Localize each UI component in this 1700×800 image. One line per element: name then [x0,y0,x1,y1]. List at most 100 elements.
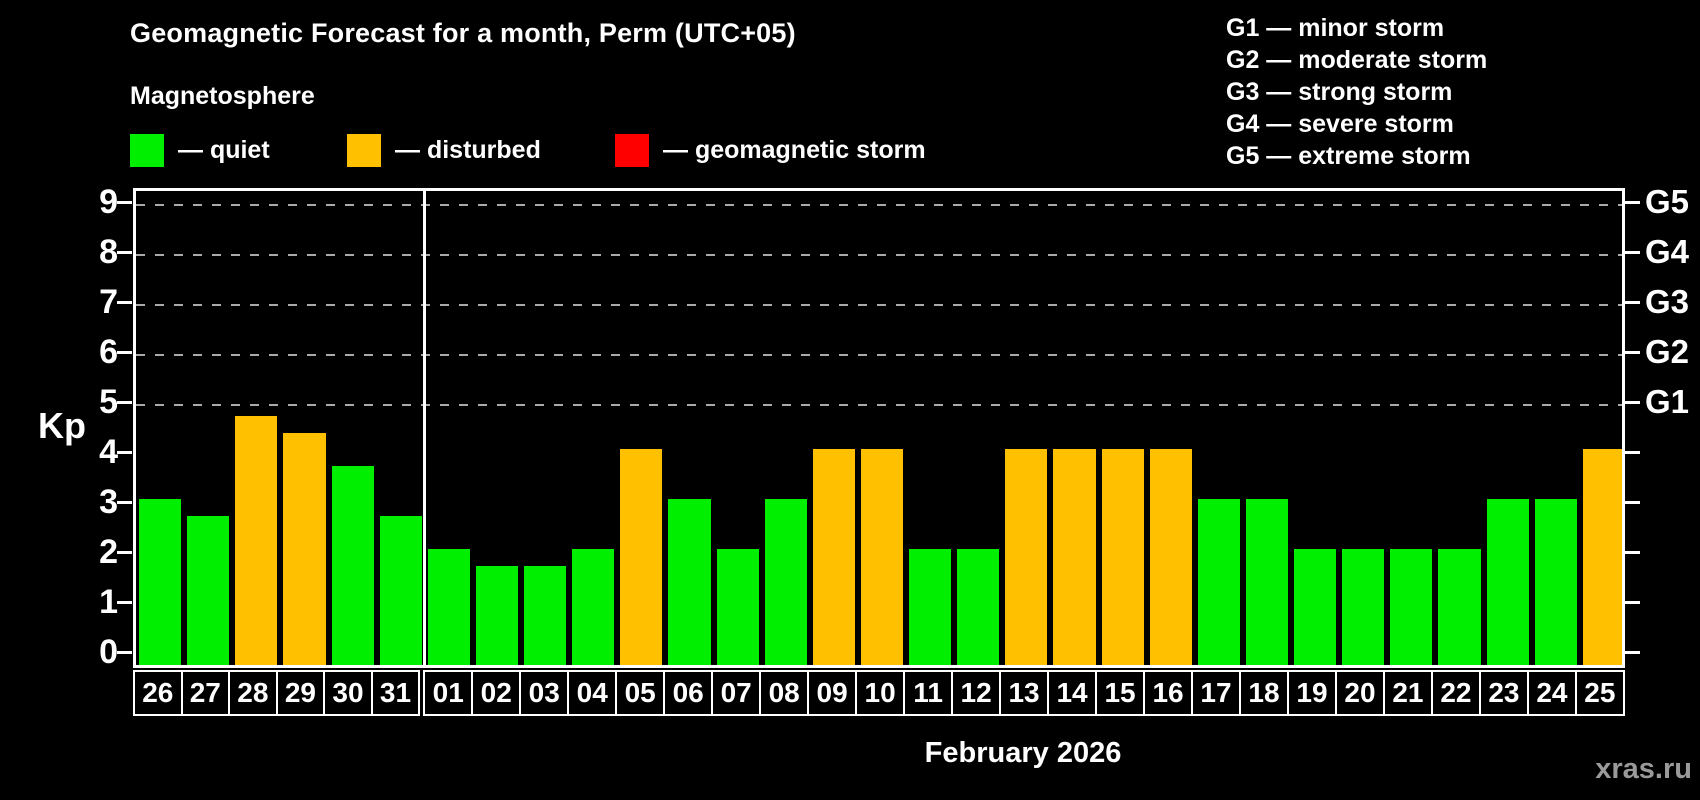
bar-day-13 [1005,449,1048,665]
subtitle-magnetosphere: Magnetosphere [130,82,315,110]
bar-day-07 [716,549,759,665]
y-tick-label-6: 6 [99,333,118,371]
day-label-10: 10 [857,672,906,714]
legend-label-disturbed: — disturbed [395,135,541,164]
day-label-17: 17 [1193,672,1241,714]
day-label-25: 25 [1584,677,1616,708]
y-tick-right-5 [1625,401,1640,404]
y-tick-right-0 [1625,651,1640,654]
y-tick-right-2 [1625,551,1640,554]
y-tick-label-7: 7 [99,283,118,321]
bar-day-03 [524,565,567,665]
bar-day-22 [1438,549,1481,665]
y-tick-label-9: 9 [99,183,118,221]
x-axis-title: February 2026 [924,737,1122,769]
g1-legend-line: G1 — minor storm [1226,14,1445,42]
day-label-05: 05 [617,672,666,714]
bar-day-16 [1149,449,1192,665]
bar-day-25 [1582,449,1622,665]
gridline-kp6 [136,354,1622,356]
x-axis-day-labels: 26 27 28 29 30 31 01 02 03 04 05 06 07 08 09 10 11 12 13 14… [133,670,1625,716]
day-label-23: 23 [1481,672,1529,714]
gridline-kp5 [136,404,1622,406]
y-tick-right-8 [1625,251,1640,254]
gridline-kp7 [136,304,1622,306]
day-label-03: 03 [521,672,570,714]
g2-legend-line: G2 — moderate storm [1226,46,1488,74]
storm-swatch-icon [615,133,649,167]
month-separator-line [423,191,427,665]
bar-day-26 [139,499,182,665]
day-label-26: 26 [135,672,183,714]
bar-day-11 [909,549,952,665]
bar-day-18 [1245,499,1289,665]
bar-day-12 [957,549,1000,665]
day-label-18: 18 [1241,672,1289,714]
day-label-06: 06 [665,672,714,714]
day-label-21: 21 [1385,672,1433,714]
day-label-15: 15 [1097,672,1146,714]
day-label-19: 19 [1289,672,1337,714]
g3-legend-line: G3 — strong storm [1226,78,1453,106]
legend-label-quiet: — quiet [178,135,270,164]
y-tick-left-2 [117,551,132,554]
bar-day-23 [1486,499,1529,665]
y-tick-left-9 [117,201,132,204]
y-tick-right-7 [1625,301,1640,304]
bar-day-20 [1342,549,1385,665]
y-axis-title: Kp [38,405,86,446]
bar-day-21 [1390,549,1433,665]
y-tick-left-1 [117,601,132,604]
y-tick-left-3 [117,501,132,504]
quiet-swatch-icon [130,133,164,167]
g4-legend-line: G4 — severe storm [1226,110,1454,138]
y-tick-label-3: 3 [99,483,118,521]
day-label-16: 16 [1145,672,1194,714]
y-tick-label-4: 4 [99,433,118,471]
bar-day-15 [1101,449,1144,665]
day-label-02: 02 [473,672,522,714]
y-tick-left-6 [117,351,132,354]
bar-day-06 [668,499,711,665]
right-axis-label-g3: G3 [1645,283,1690,320]
g5-legend-line: G5 — extreme storm [1226,142,1471,170]
bar-day-02 [475,565,519,665]
page-title: Geomagnetic Forecast for a month, Perm (… [130,18,796,48]
day-group-february: 01 02 03 04 05 06 07 08 09 10 11 12 13 14 15 16 17 18 19 20… [423,670,1625,716]
watermark: xras.ru [1595,753,1692,785]
day-label-12: 12 [953,672,1002,714]
day-label-29: 29 [278,672,326,714]
y-tick-label-8: 8 [99,233,118,271]
day-label-22: 22 [1433,672,1481,714]
disturbed-swatch-icon [347,133,381,167]
gridline-kp8 [136,254,1622,256]
bar-day-19 [1294,549,1337,665]
day-label-30: 30 [325,672,373,714]
legend-item-disturbed: — disturbed [347,132,541,168]
y-tick-left-8 [117,251,132,254]
right-axis-label-g2: G2 [1645,333,1690,370]
day-label-13: 13 [1001,672,1050,714]
bar-day-24 [1534,499,1577,665]
bar-day-14 [1053,449,1096,665]
bar-day-04 [572,549,615,665]
day-label-31: 31 [379,677,412,708]
day-label-04: 04 [569,672,618,714]
gridline-kp9 [136,204,1622,206]
y-tick-label-1: 1 [99,583,118,621]
legend-item-quiet: — quiet [130,132,270,168]
y-tick-left-7 [117,301,132,304]
day-label-09: 09 [809,672,858,714]
y-tick-left-4 [117,451,132,454]
day-label-08: 08 [761,672,810,714]
right-axis-label-g5: G5 [1645,183,1690,220]
y-tick-left-5 [117,401,132,404]
y-tick-label-5: 5 [99,383,118,421]
y-tick-left-0 [117,651,132,654]
bar-day-01 [427,549,470,665]
y-tick-right-1 [1625,601,1640,604]
month-boundary-gap [420,670,424,716]
plot-area [133,188,1625,668]
bar-day-09 [812,449,855,665]
